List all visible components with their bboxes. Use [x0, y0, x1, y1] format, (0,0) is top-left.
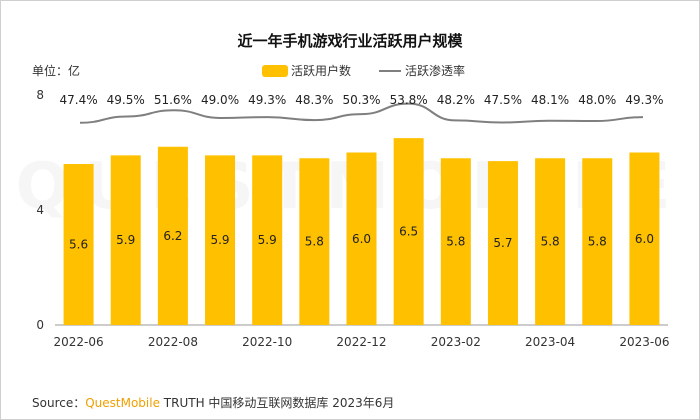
source-prefix: Source：	[32, 396, 86, 410]
rate-value-label: 50.3%	[342, 93, 380, 107]
bar-value-label: 5.9	[258, 233, 277, 247]
bar	[299, 158, 330, 325]
x-tick-label: 2022-12	[336, 335, 386, 349]
rate-value-label: 49.0%	[201, 93, 239, 107]
x-tick-label: 2022-06	[54, 335, 104, 349]
source-rest: TRUTH 中国移动互联网数据库 2023年6月	[159, 396, 395, 410]
bar-value-label: 5.8	[541, 235, 560, 249]
x-tick-label: 2023-04	[525, 335, 575, 349]
x-tick-label: 2022-08	[148, 335, 198, 349]
y-tick-label: 4	[36, 203, 44, 217]
source-brand: QuestMobile	[85, 396, 160, 410]
bar	[393, 138, 424, 325]
rate-value-label: 48.0%	[578, 93, 616, 107]
bar-value-label: 5.9	[210, 233, 229, 247]
source-note: Source：QuestMobile TRUTH 中国移动互联网数据库 2023…	[32, 394, 394, 411]
y-tick-label: 0	[36, 318, 44, 332]
legend-line-swatch	[379, 69, 402, 72]
bar	[629, 152, 660, 325]
bar	[440, 158, 471, 325]
bar-value-label: 6.2	[163, 229, 182, 243]
rate-value-label: 49.3%	[248, 93, 286, 107]
rate-value-label: 53.8%	[390, 93, 428, 107]
legend-line-label: 活跃渗透率	[405, 64, 466, 78]
bar	[487, 161, 518, 325]
bar-value-label: 5.8	[446, 235, 465, 249]
bar	[535, 158, 566, 325]
bar	[252, 155, 283, 325]
bar	[346, 152, 377, 325]
bar	[110, 155, 141, 325]
chart-title: 近一年手机游戏行业活跃用户规模	[237, 32, 463, 50]
y-tick-label: 8	[36, 88, 44, 102]
unit-label: 单位：亿	[32, 64, 81, 78]
legend-item-line: 活跃渗透率	[379, 62, 465, 79]
bar	[63, 164, 94, 325]
bar-value-label: 5.9	[116, 233, 135, 247]
rate-value-label: 51.6%	[154, 93, 192, 107]
x-tick-label: 2022-10	[242, 335, 292, 349]
bar	[205, 155, 236, 325]
rate-value-label: 47.4%	[60, 93, 98, 107]
bar-value-label: 5.8	[588, 235, 607, 249]
x-tick-label: 2023-02	[431, 335, 481, 349]
rate-value-label: 48.1%	[531, 93, 569, 107]
legend-bar-label: 活跃用户数	[291, 64, 352, 78]
bar	[157, 146, 188, 325]
legend-bar-swatch	[262, 64, 288, 77]
rate-value-label: 49.5%	[107, 93, 145, 107]
rate-value-label: 48.3%	[295, 93, 333, 107]
x-tick-label: 2023-06	[619, 335, 669, 349]
bar	[582, 158, 613, 325]
rate-value-label: 49.3%	[625, 93, 663, 107]
legend: 活跃用户数 活跃渗透率	[262, 62, 493, 79]
bar-value-label: 5.6	[69, 238, 88, 252]
rate-value-label: 48.2%	[437, 93, 475, 107]
rate-line	[79, 102, 644, 124]
bar-value-label: 6.0	[352, 232, 371, 246]
rate-value-label: 47.5%	[484, 93, 522, 107]
bar-value-label: 5.7	[493, 236, 512, 250]
bar-value-label: 5.8	[305, 235, 324, 249]
legend-item-bars: 活跃用户数	[262, 62, 351, 79]
bar-value-label: 6.5	[399, 225, 418, 239]
bar-value-label: 6.0	[635, 232, 654, 246]
